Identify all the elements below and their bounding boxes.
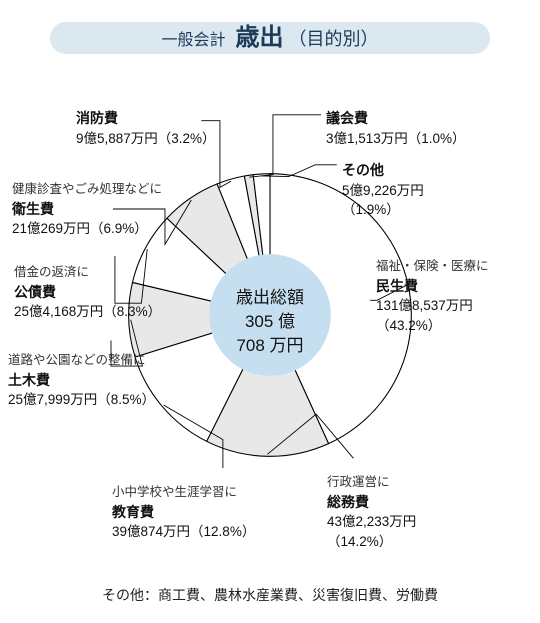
label-eisei-sub: 健康診査やごみ処理などに xyxy=(12,182,162,196)
title-pre: 一般会計 xyxy=(161,32,225,49)
label-doboku-cat: 土木費 xyxy=(8,372,50,388)
label-kosai-cat: 公債費 xyxy=(14,284,56,300)
label-kyoiku-sub: 小中学校や生涯学習に xyxy=(112,485,237,499)
label-minsei-amt2: （43.2%） xyxy=(376,318,441,333)
label-soumu-sub: 行政運営に xyxy=(327,475,390,489)
label-kyoiku-amt: 39億874万円（12.8%） xyxy=(112,524,255,539)
label-soumu-amt2: （14.2%） xyxy=(327,534,392,549)
label-kosai: 借金の返済に公債費 25億4,168万円（8.3%） xyxy=(14,262,161,322)
center-total-label: 歳出総額305 億708 万円 xyxy=(215,286,325,357)
label-doboku-amt: 25億7,999万円（8.5%） xyxy=(8,392,155,407)
label-minsei-cat: 民生費 xyxy=(376,278,418,294)
label-shobo-amt: 9億5,887万円（3.2%） xyxy=(76,131,216,146)
label-minsei-sub: 福祉・保険・医療に xyxy=(376,259,489,273)
center-l3: 708 万円 xyxy=(215,334,325,358)
label-sonota-cat: その他 xyxy=(342,162,384,178)
label-kosai-sub: 借金の返済に xyxy=(14,265,89,279)
label-eisei: 健康診査やごみ処理などに衛生費 21億269万円（6.9%） xyxy=(12,179,162,239)
label-soumu: 行政運営に総務費 43億2,233万円 （14.2%） xyxy=(327,472,416,551)
label-shobo: 消防費 9億5,887万円（3.2%） xyxy=(76,108,216,148)
label-doboku: 道路や公園などの整備に土木費 25億7,999万円（8.5%） xyxy=(8,350,155,410)
label-kyoiku-cat: 教育費 xyxy=(112,504,154,520)
label-kosai-amt: 25億4,168万円（8.3%） xyxy=(14,304,161,319)
label-sonota-amt2: （1.9%） xyxy=(342,202,400,217)
leader-line-gikai xyxy=(249,115,321,177)
label-kyoiku: 小中学校や生涯学習に教育費 39億874万円（12.8%） xyxy=(112,482,255,542)
center-l2: 305 億 xyxy=(215,310,325,334)
title-main: 歳出 xyxy=(236,24,284,51)
label-gikai-cat: 議会費 xyxy=(326,110,368,126)
label-eisei-cat: 衛生費 xyxy=(12,201,54,217)
footnote: その他：商工費、農林水産業費、災害復旧費、労働費 xyxy=(0,585,540,605)
label-shobo-cat: 消防費 xyxy=(76,110,118,126)
label-minsei-amt: 131億8,537万円 xyxy=(376,298,473,313)
label-soumu-amt: 43億2,233万円 xyxy=(327,514,416,529)
label-eisei-amt: 21億269万円（6.9%） xyxy=(12,221,148,236)
label-sonota: その他 5億9,226万円 （1.9%） xyxy=(342,160,424,220)
center-l1: 歳出総額 xyxy=(215,286,325,310)
label-minsei: 福祉・保険・医療に民生費 131億8,537万円 （43.2%） xyxy=(376,256,489,335)
label-soumu-cat: 総務費 xyxy=(327,494,369,510)
label-sonota-amt: 5億9,226万円 xyxy=(342,183,424,198)
label-doboku-sub: 道路や公園などの整備に xyxy=(8,353,146,367)
label-gikai-amt: 3億1,513万円（1.0%） xyxy=(326,131,466,146)
title-suffix: （目的別） xyxy=(289,29,379,49)
label-gikai: 議会費 3億1,513万円（1.0%） xyxy=(326,108,466,148)
